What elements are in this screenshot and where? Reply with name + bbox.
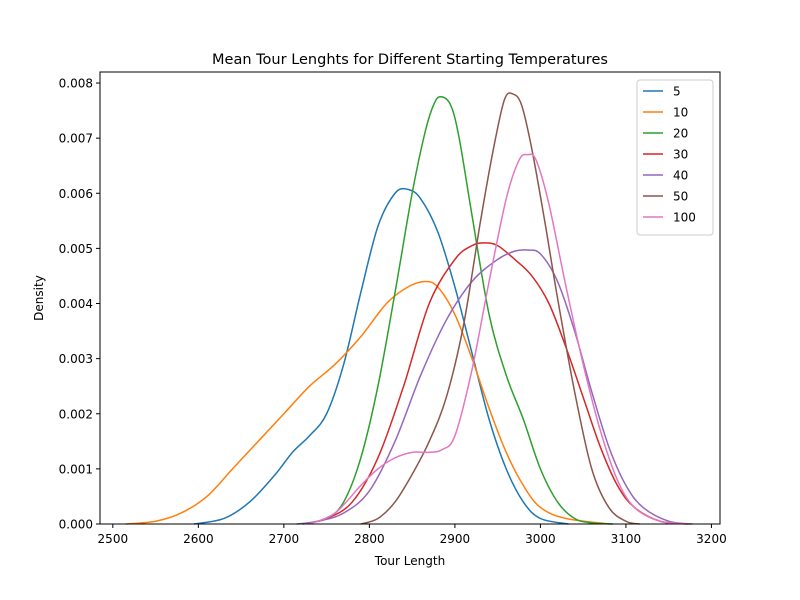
- series-line-40: [296, 249, 693, 525]
- chart-title: Mean Tour Lenghts for Different Starting…: [212, 52, 608, 68]
- legend-label-5: 5: [673, 85, 681, 99]
- legend-label-10: 10: [673, 106, 688, 120]
- y-tick-label: 0.007: [59, 132, 93, 146]
- y-tick-label: 0.003: [59, 352, 93, 366]
- series-line-100: [309, 153, 691, 525]
- y-axis-label: Density: [32, 275, 46, 321]
- plot-frame: [99, 71, 721, 525]
- x-axis-label: Tour Length: [374, 554, 445, 568]
- y-tick-label: 0.004: [59, 297, 93, 311]
- legend: 5 10 20 30 40 50 100: [636, 79, 714, 236]
- legend-label-40: 40: [673, 169, 688, 183]
- x-tick-label: 2800: [354, 532, 385, 546]
- legend-label-100: 100: [673, 211, 696, 225]
- y-tick-label: 0.000: [59, 518, 93, 532]
- y-tick-label: 0.001: [59, 462, 93, 476]
- legend-label-30: 30: [673, 148, 688, 162]
- x-tick-label: 2600: [183, 532, 214, 546]
- y-tick-label: 0.008: [59, 77, 93, 91]
- y-tick-label: 0.006: [59, 187, 93, 201]
- plot-lines: [125, 92, 693, 525]
- series-line-20: [302, 96, 614, 525]
- x-tick-label: 2900: [440, 532, 471, 546]
- x-tick-label: 3100: [611, 532, 642, 546]
- y-tick-label: 0.005: [59, 242, 93, 256]
- series-line-10: [125, 280, 611, 525]
- x-tick-label: 2700: [269, 532, 300, 546]
- x-tick-label: 3000: [525, 532, 556, 546]
- series-line-50: [360, 92, 640, 525]
- x-tick-label: 3200: [696, 532, 727, 546]
- series-line-5: [193, 187, 569, 525]
- y-tick-label: 0.002: [59, 407, 93, 421]
- legend-label-50: 50: [673, 190, 688, 204]
- y-axis: 0.000 0.001 0.002 0.003 0.004 0.005 0.006 0.007…: [59, 77, 100, 532]
- x-tick-label: 2500: [98, 532, 129, 546]
- series-line-30: [302, 242, 688, 525]
- legend-label-20: 20: [673, 127, 688, 141]
- x-axis: 2500 2600 2700 2800 2900 3000 3100 3200: [98, 524, 727, 546]
